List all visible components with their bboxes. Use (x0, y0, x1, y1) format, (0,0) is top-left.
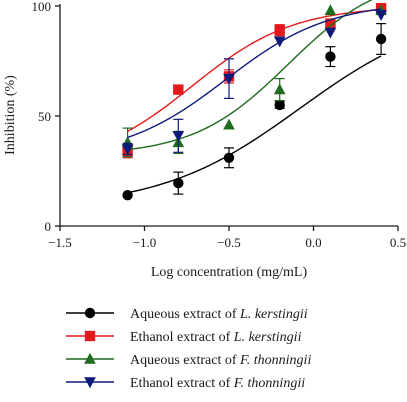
series-3 (121, 0, 387, 158)
data-point (375, 33, 387, 45)
data-point (274, 99, 285, 111)
data-point (324, 4, 337, 16)
data-point (122, 190, 133, 201)
legend-item: Aqueous extract of F. thonningii (66, 352, 311, 368)
legend-marker (84, 307, 96, 319)
y-tick-label: 0 (45, 219, 52, 234)
x-tick-label: −0.5 (217, 235, 241, 250)
legend-label: Ethanol extract of F. thonningii (130, 376, 305, 391)
data-point (274, 25, 285, 36)
legend-item: Aqueous extract of L. kerstingii (66, 307, 308, 322)
data-point (325, 18, 336, 29)
legend-item: Ethanol extract of F. thonningii (66, 376, 305, 391)
legend-marker (84, 352, 96, 364)
legend-item: Ethanol extract of L. kerstingii (66, 330, 302, 345)
data-point (273, 36, 286, 48)
fit-curve (127, 0, 373, 151)
series-2 (122, 3, 387, 159)
fit-curve (127, 8, 382, 139)
series-1 (122, 23, 387, 201)
y-tick-label: 50 (38, 109, 51, 124)
fit-curve (127, 9, 382, 132)
legend-label: Aqueous extract of L. kerstingii (130, 307, 308, 322)
plot-area (121, 0, 387, 201)
data-point (173, 177, 184, 189)
data-point (223, 73, 235, 85)
legend-marker (84, 330, 96, 342)
data-point (324, 27, 337, 39)
x-axis-title: Log concentration (mg/mL) (151, 265, 308, 280)
data-point (375, 10, 387, 21)
legend: Aqueous extract of L. kerstingii Ethanol … (66, 307, 311, 391)
legend-label: Ethanol extract of L. kerstingii (130, 330, 302, 345)
data-point (173, 84, 184, 95)
legend-label: Aqueous extract of F. thonningii (130, 353, 311, 368)
data-point (223, 118, 235, 130)
axes: Log concentration (mg/mL) Inhibition (%)… (3, 0, 406, 280)
x-tick-label: 0.0 (305, 235, 321, 250)
data-point (325, 51, 336, 62)
x-tick-label: −1.0 (133, 235, 157, 250)
fit-curve (127, 55, 382, 194)
x-tick-label: 0.5 (390, 235, 406, 250)
x-tick-label: −1.5 (48, 235, 72, 250)
series-4 (121, 8, 387, 156)
legend-marker (84, 377, 96, 389)
data-point (273, 83, 286, 95)
data-point (172, 131, 185, 142)
data-point (121, 144, 134, 156)
data-point (223, 152, 235, 163)
y-tick-label: 100 (32, 0, 52, 14)
y-axis-title: Inhibition (%) (3, 75, 18, 155)
